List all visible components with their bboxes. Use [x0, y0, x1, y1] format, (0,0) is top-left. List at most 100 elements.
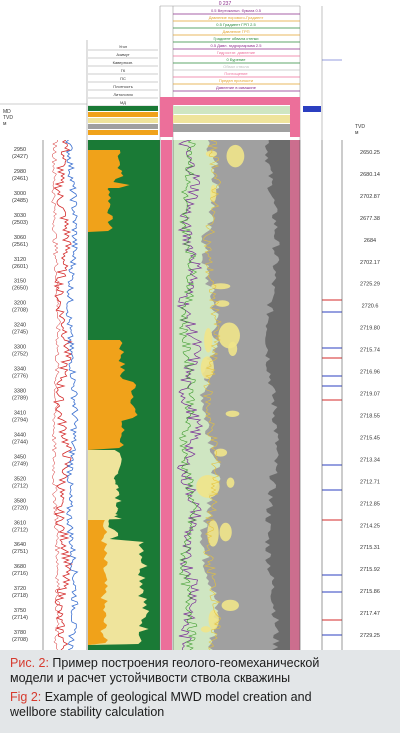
- depth-md-label: 3580: [14, 498, 26, 504]
- right-depth-label: 2712.71: [360, 479, 380, 485]
- depth-tvd-label: (2461): [12, 176, 28, 182]
- header-left-label: Кавернозн.: [113, 60, 134, 65]
- depth-tvd-label: (2427): [12, 154, 28, 160]
- right-depth-label: 2680.14: [360, 172, 380, 178]
- header-track-label: Градиент обвала стенки: [213, 36, 258, 41]
- right-depth-label: 2713.34: [360, 457, 380, 463]
- lithology-orange-block: [88, 340, 138, 450]
- depth-tvd-label: (2720): [12, 505, 28, 511]
- stability-yellow-patch: [218, 322, 240, 349]
- right-depth-label: 2715.86: [360, 589, 380, 595]
- caption-ru-label: Рис. 2:: [10, 656, 49, 670]
- header-left-label: ПС: [120, 76, 126, 81]
- right-interval-track: [322, 299, 342, 636]
- depth-tvd-label: (2712): [12, 527, 28, 533]
- stability-yellow-patch: [204, 328, 213, 353]
- depth-tvd-label: (2561): [12, 242, 28, 248]
- fracture-curve: [178, 140, 198, 650]
- right-depth-label: 2720.6: [362, 304, 379, 310]
- right-depth-label: 2702.87: [360, 194, 380, 200]
- depth-md-label: 3150: [14, 279, 26, 285]
- depth-tvd-label: (2749): [12, 461, 28, 467]
- depth-md-label: 3440: [14, 432, 26, 438]
- depth-tvd-label: (2752): [12, 352, 28, 358]
- depth-md-label: 3640: [14, 542, 26, 548]
- depth-tvd-label: (2718): [12, 593, 28, 599]
- stability-yellow-patch: [228, 341, 238, 357]
- depth-tvd-label: (2744): [12, 439, 28, 445]
- right-depth-label: 2725.29: [360, 282, 380, 288]
- log-panel: 0 237 0.5 Вертикальн. бумага 0.5 Давление…: [0, 1, 380, 650]
- stability-yellow-patch: [210, 184, 217, 203]
- lithology-orange-block: [88, 170, 130, 188]
- depth-tvd-label: (2712): [12, 483, 28, 489]
- stability-yellow-patch: [196, 474, 220, 498]
- depth-header-tvd: TVD: [3, 115, 13, 121]
- depth-md-label: 3000: [14, 191, 26, 197]
- depth-md-label: 3680: [14, 564, 26, 570]
- caption-ru-line-1: Рис. 2: Пример построения геолого-геомех…: [10, 656, 390, 671]
- depth-tvd-label: (2751): [12, 549, 28, 555]
- header-track-label: Давление в скважине: [216, 85, 257, 90]
- stability-yellow-patch: [219, 522, 232, 542]
- collapse-curve: [202, 140, 222, 650]
- right-depth-label: 2715.92: [360, 567, 380, 573]
- header-left-label: Литология: [113, 92, 132, 97]
- caption-en-line-2: wellbore stability calculation: [10, 705, 165, 719]
- header-track-label: Давление порового-Градиент: [209, 15, 264, 20]
- header-curve-legend: [173, 13, 300, 92]
- header-track-label: 0.5 Вертикальн. бумага 0.5: [211, 8, 262, 13]
- lithology-orange-block: [88, 560, 101, 645]
- depth-md-label: 3520: [14, 476, 26, 482]
- right-depth-label: 2714.25: [360, 523, 380, 529]
- depth-tvd-label: (2485): [12, 198, 28, 204]
- caption-ru-line-2: модели и расчет устойчивости ствола сква…: [10, 671, 291, 685]
- resistivity-curve: [65, 140, 79, 650]
- depth-md-label: 3340: [14, 367, 26, 373]
- right-depth-label: 2715.74: [360, 348, 380, 354]
- depth-md-label: 3450: [14, 454, 26, 460]
- depth-md-label: 3720: [14, 586, 26, 592]
- header-left-labels: Угол Азимут Кавернозн. ГК ПС Плотность Литолог…: [88, 44, 342, 107]
- depth-md-label: 3610: [14, 520, 26, 526]
- figure-caption: Рис. 2: Пример построения геолого-геомех…: [0, 650, 400, 733]
- header-track-label: Предел прочности: [219, 78, 253, 83]
- stability-yellow-patch: [200, 626, 211, 633]
- depth-md-label: 3060: [14, 235, 26, 241]
- stability-yellow-patch: [225, 410, 240, 417]
- header-left-label: Угол: [119, 44, 128, 49]
- header-track-label: Гидростат. давление: [217, 50, 256, 55]
- stability-track: [173, 140, 300, 650]
- track-borders: [42, 140, 343, 650]
- right-depth-label: 2719.80: [360, 326, 380, 332]
- depth-tvd-label: (2776): [12, 374, 28, 380]
- depth-tvd-label: (2503): [12, 220, 28, 226]
- depth-tvd-label: (2708): [12, 637, 28, 643]
- lithology-track: [88, 140, 160, 650]
- caption-en-line-1: Fig 2: Example of geological MWD model c…: [10, 690, 390, 705]
- depth-tvd-label: (2794): [12, 417, 28, 423]
- sp-curve: [51, 140, 61, 650]
- pore-pressure-curve: [176, 140, 204, 650]
- depth-tvd-label: (2714): [12, 615, 28, 621]
- geomechanical-log-figure: 0 237 0.5 Вертикальн. бумага 0.5 Давление…: [0, 1, 380, 650]
- depth-md-label: 2950: [14, 147, 26, 153]
- depth-md-label: 3240: [14, 323, 26, 329]
- right-header-tvd: TVD: [355, 124, 365, 130]
- depth-tvd-label: (2745): [12, 330, 28, 336]
- stability-yellow-patch: [214, 448, 228, 457]
- header-track-label: 0 Бурение: [227, 57, 247, 62]
- depth-md-label: 3750: [14, 608, 26, 614]
- right-depth-track-labels: 2650.25 2680.14 2702.87 2677.38 2684 2702.17 2…: [360, 150, 380, 639]
- right-depth-label: 2702.17: [360, 260, 380, 266]
- right-depth-label: 2715.45: [360, 435, 380, 441]
- header-left-label: ГК: [121, 68, 126, 73]
- depth-tvd-label: (2789): [12, 396, 28, 402]
- right-depth-label: 2715.31: [360, 545, 380, 551]
- depth-header-md: MD: [3, 109, 11, 115]
- depth-tvd-label: (2601): [12, 264, 28, 270]
- right-depth-label: 2717.47: [360, 611, 380, 617]
- right-depth-label: 2684: [364, 238, 376, 244]
- header-track-label: Поглощение: [224, 71, 248, 76]
- right-header-label: TVD м: [355, 124, 366, 136]
